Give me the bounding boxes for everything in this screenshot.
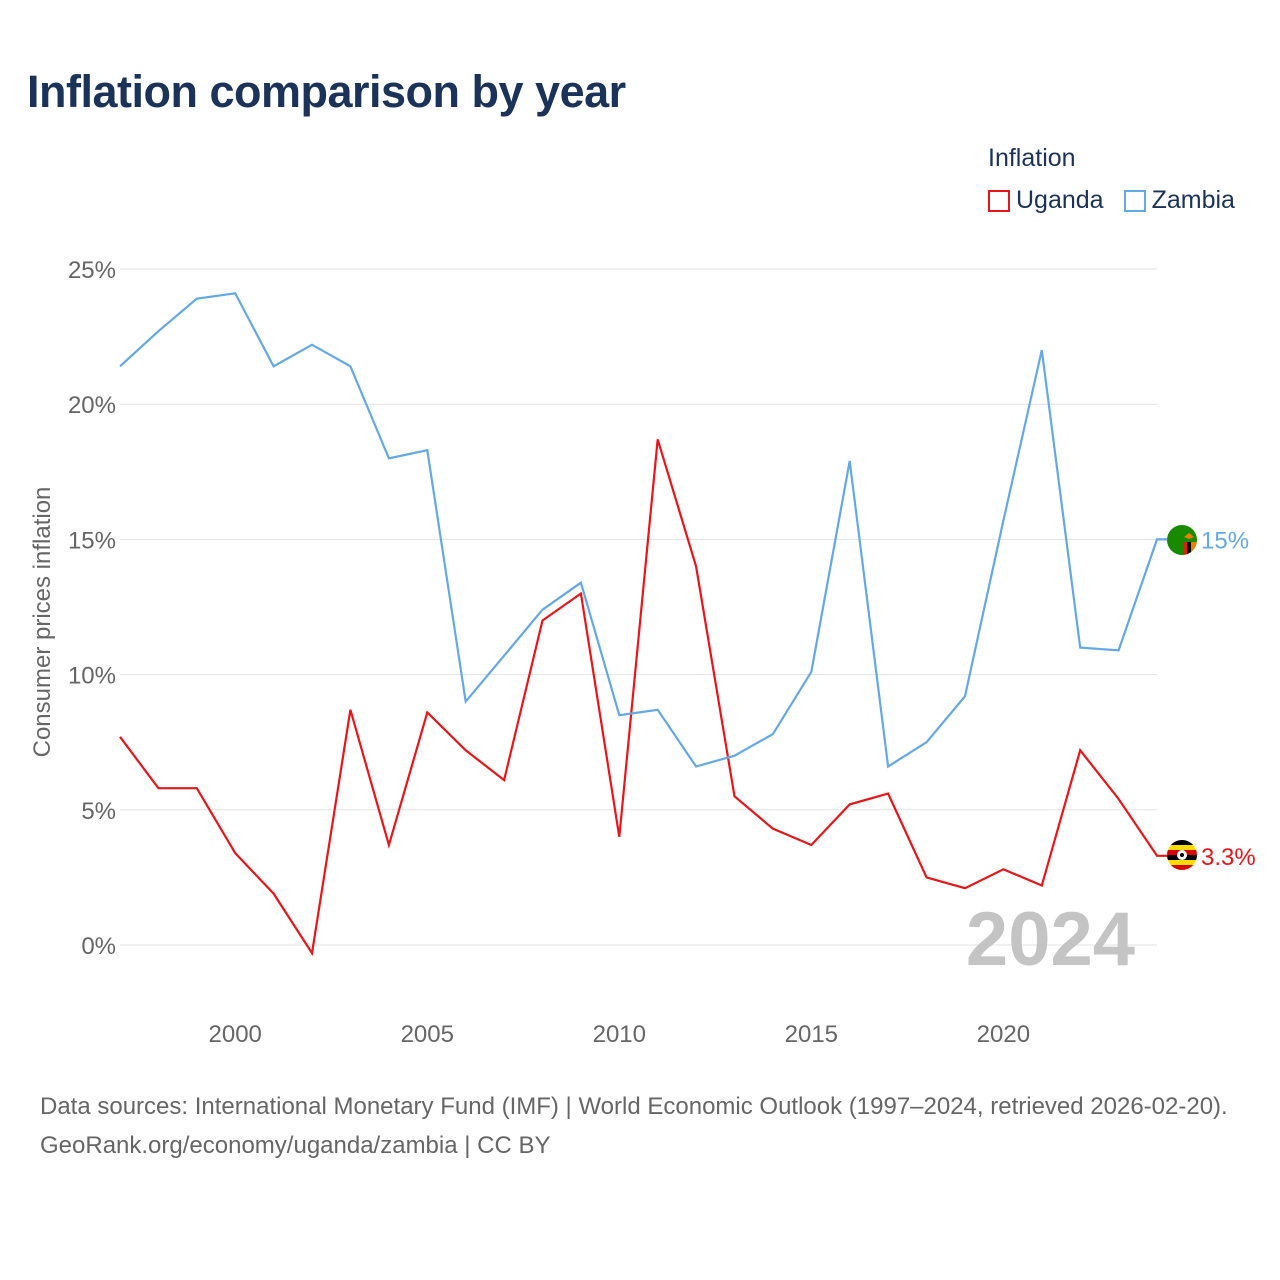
x-axis-ticks: 2000 2005 2010 2015 2020 <box>209 1021 1031 1048</box>
y-tick-label: 15% <box>68 527 116 554</box>
legend-title: Inflation <box>988 144 1076 172</box>
chart-title: Inflation comparison by year <box>27 66 626 117</box>
watermark-year: 2024 <box>966 897 1135 982</box>
y-tick-label: 0% <box>81 933 116 960</box>
series-line-zambia[interactable] <box>119 292 1167 769</box>
series-line-uganda[interactable] <box>119 439 1167 957</box>
legend-swatch-zambia <box>1123 189 1146 212</box>
y-axis-label: Consumer prices inflation <box>29 487 56 758</box>
x-tick-label: 2005 <box>401 1021 454 1048</box>
y-axis-ticks: 0% 5% 10% 15% 20% 25% <box>68 257 116 960</box>
end-label-uganda: 3.3% <box>1201 844 1256 871</box>
legend-item-zambia[interactable]: Zambia <box>1123 186 1235 215</box>
line-chart: 0% 5% 10% 15% 20% 25% 2000 2005 2010 2015 2020 Co… <box>29 257 1256 1048</box>
legend-label-zambia: Zambia <box>1151 186 1235 214</box>
x-tick-label: 2020 <box>977 1021 1030 1048</box>
gridlines <box>120 268 1157 946</box>
source-line-data: Data sources: International Monetary Fun… <box>40 1093 1228 1120</box>
y-tick-label: 25% <box>68 257 116 284</box>
end-label-zambia: 15% <box>1201 527 1249 554</box>
y-tick-label: 10% <box>68 663 116 690</box>
uganda-flag-icon <box>1167 840 1197 870</box>
source-line-attribution[interactable]: GeoRank.org/economy/uganda/zambia | CC B… <box>40 1132 551 1159</box>
x-tick-label: 2015 <box>785 1021 838 1048</box>
x-tick-label: 2010 <box>593 1021 646 1048</box>
y-tick-label: 20% <box>68 392 116 419</box>
legend: Uganda Zambia <box>988 186 1235 215</box>
x-tick-label: 2000 <box>209 1021 262 1048</box>
legend-item-uganda[interactable]: Uganda <box>988 186 1104 215</box>
legend-swatch-uganda <box>988 189 1010 212</box>
source-notes: Data sources: International Monetary Fun… <box>40 1087 1255 1165</box>
legend-label-uganda: Uganda <box>1016 186 1104 214</box>
y-tick-label: 5% <box>81 798 116 825</box>
zambia-flag-icon <box>1167 525 1197 555</box>
